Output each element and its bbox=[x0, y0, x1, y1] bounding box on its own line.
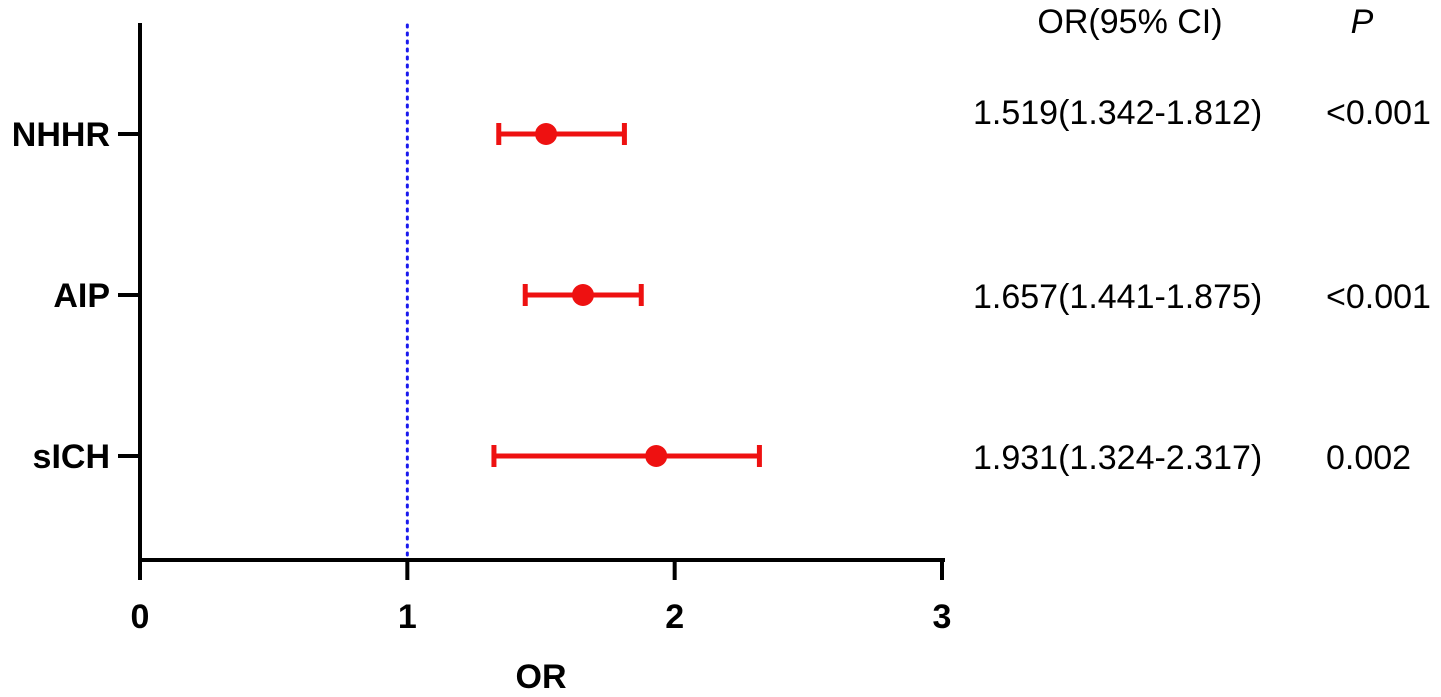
results-table: OR(95% CI) P 1.519(1.342-1.812) <0.001 1… bbox=[973, 3, 1431, 477]
table-cell-p: 0.002 bbox=[1326, 439, 1411, 477]
point-estimate bbox=[645, 445, 668, 467]
category-label: NHHR bbox=[12, 116, 110, 154]
table-cell-or: 1.931(1.324-2.317) bbox=[973, 439, 1262, 477]
category-labels: NHHR AIP sICH bbox=[12, 116, 110, 476]
table-cell-or: 1.657(1.441-1.875) bbox=[973, 278, 1262, 316]
x-tick-label: 2 bbox=[665, 598, 684, 636]
table-cell-p: <0.001 bbox=[1326, 278, 1431, 316]
x-ticks bbox=[138, 560, 944, 580]
y-ticks bbox=[118, 132, 140, 458]
category-label: AIP bbox=[53, 277, 110, 315]
data-marks bbox=[491, 123, 762, 467]
point-estimate bbox=[571, 284, 594, 306]
x-tick-labels: 0 1 2 3 bbox=[131, 598, 952, 636]
x-axis-title: OR bbox=[516, 658, 567, 696]
table-header-or: OR(95% CI) bbox=[1037, 3, 1222, 41]
table-header-p: P bbox=[1351, 3, 1374, 41]
table-cell-or: 1.519(1.342-1.812) bbox=[973, 94, 1262, 132]
x-tick-label: 1 bbox=[398, 598, 417, 636]
category-label: sICH bbox=[33, 438, 110, 476]
x-tick-label: 3 bbox=[933, 598, 952, 636]
point-estimate bbox=[535, 123, 558, 145]
table-cell-p: <0.001 bbox=[1326, 94, 1431, 132]
x-tick-label: 0 bbox=[131, 598, 150, 636]
